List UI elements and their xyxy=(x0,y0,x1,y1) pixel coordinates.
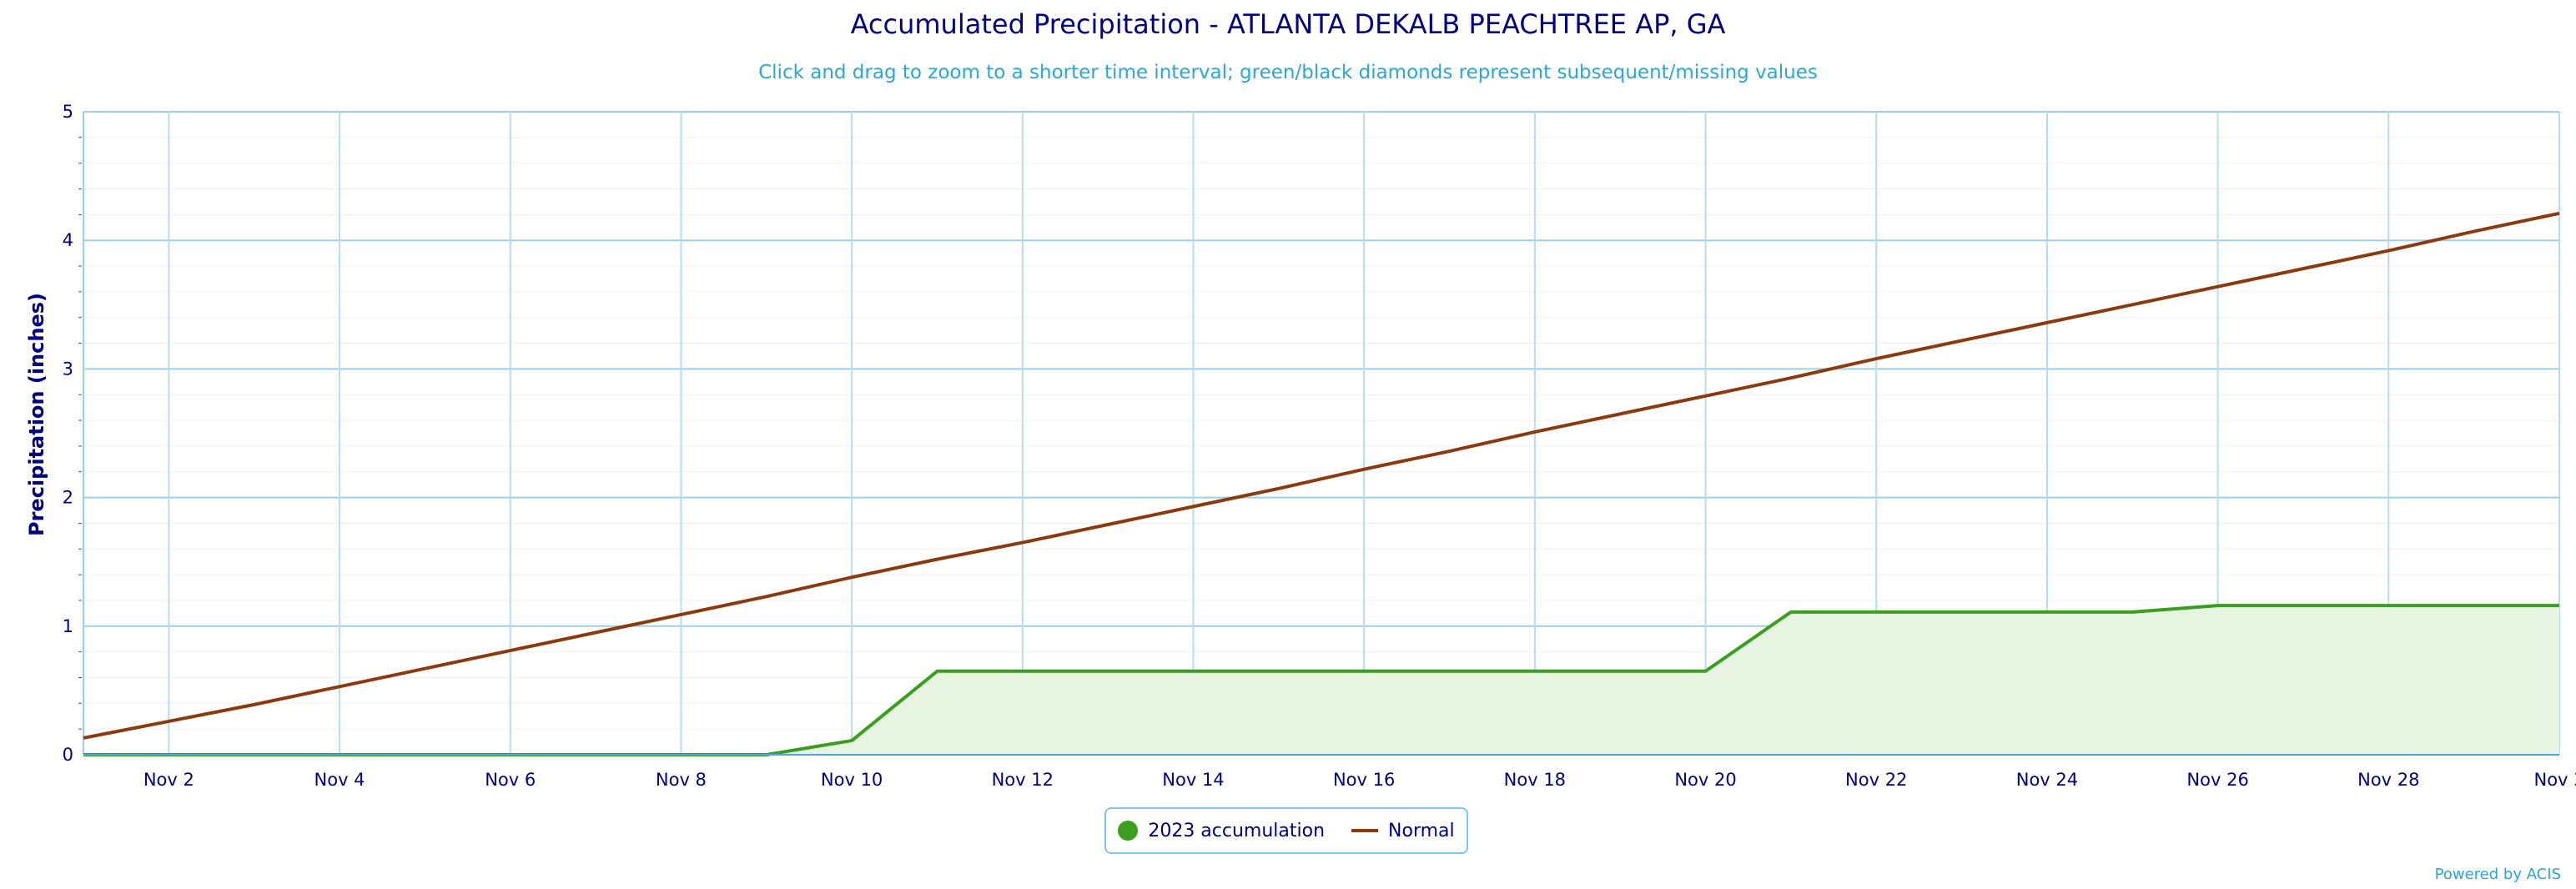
chart-title: Accumulated Precipitation - ATLANTA DEKA… xyxy=(850,8,1726,40)
series-normal-line xyxy=(83,211,2560,740)
x-tick-label: Nov 4 xyxy=(314,770,365,790)
x-tick-label: Nov 20 xyxy=(1674,770,1736,790)
x-tick-label: Nov 12 xyxy=(992,770,1054,790)
x-tick-label: Nov 6 xyxy=(485,770,536,790)
legend-item-2023[interactable]: 2023 accumulation xyxy=(1118,821,1325,841)
y-tick-label: 1 xyxy=(63,616,73,636)
y-tick-label: 0 xyxy=(63,745,73,765)
x-tick-label: Nov 16 xyxy=(1333,770,1395,790)
credit-link[interactable]: Powered by ACIS xyxy=(2434,866,2561,883)
legend-marker-normal xyxy=(1351,829,1379,832)
x-tick-label: Nov 28 xyxy=(2357,770,2419,790)
legend-label-2023: 2023 accumulation xyxy=(1148,820,1326,841)
legend-label-normal: Normal xyxy=(1388,820,1455,841)
chart-subtitle: Click and drag to zoom to a shorter time… xyxy=(758,62,1818,83)
y-tick-label: 4 xyxy=(63,230,73,250)
x-tick-label: Nov 24 xyxy=(2016,770,2078,790)
x-tick-label: Nov 8 xyxy=(656,770,707,790)
x-tick-label: Nov 10 xyxy=(821,770,883,790)
x-tick-label: Nov 22 xyxy=(1845,770,1907,790)
legend-item-normal[interactable]: Normal xyxy=(1351,821,1455,841)
y-tick-label: 3 xyxy=(63,359,73,379)
series-2023-area xyxy=(83,605,2559,755)
x-tick-label: Nov 18 xyxy=(1504,770,1566,790)
x-tick-label: Nov 2 xyxy=(143,770,194,790)
y-tick-label: 2 xyxy=(63,488,73,508)
x-tick-label: Nov 3 xyxy=(2533,770,2576,790)
y-tick-label: 5 xyxy=(63,102,73,122)
x-tick-label: Nov 14 xyxy=(1162,770,1224,790)
legend-marker-2023 xyxy=(1118,821,1139,841)
x-tick-label: Nov 26 xyxy=(2186,770,2248,790)
legend: 2023 accumulation Normal xyxy=(1104,807,1468,854)
